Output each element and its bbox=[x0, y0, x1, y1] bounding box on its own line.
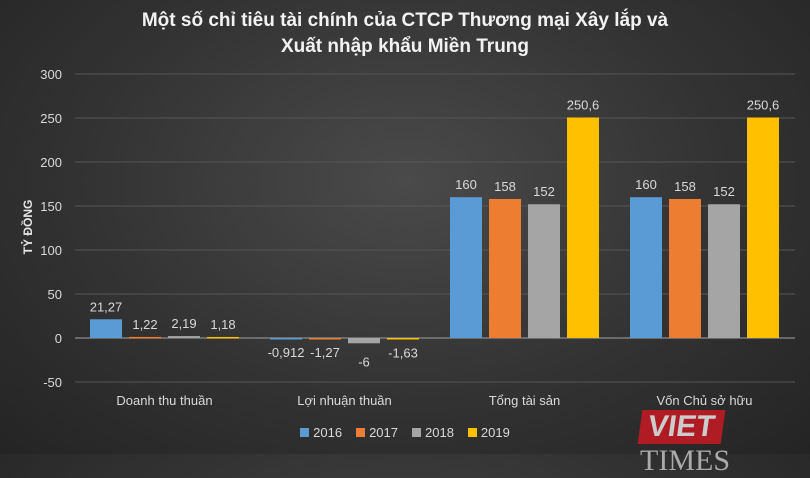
bar-2016 bbox=[630, 197, 662, 338]
bar-2016 bbox=[90, 319, 122, 338]
title-line-2: Xuất nhập khẩu Miền Trung bbox=[280, 36, 530, 57]
data-label: 152 bbox=[533, 184, 555, 199]
legend-label: 2017 bbox=[369, 425, 398, 440]
y-tick-label: 300 bbox=[40, 67, 62, 82]
bar-2016 bbox=[270, 338, 302, 340]
data-label: 21,27 bbox=[90, 299, 123, 314]
legend-label: 2018 bbox=[425, 425, 454, 440]
y-tick-label: 200 bbox=[40, 155, 62, 170]
data-label: -0,912 bbox=[268, 345, 305, 360]
bar-2019 bbox=[207, 336, 239, 339]
bar-2018 bbox=[528, 204, 560, 338]
bar-2019 bbox=[747, 117, 779, 338]
data-label: -1,27 bbox=[310, 345, 340, 360]
title-line-1: Một số chỉ tiêu tài chính của CTCP Thươn… bbox=[141, 10, 669, 31]
bar-2018 bbox=[708, 204, 740, 338]
data-label: 250,6 bbox=[747, 97, 780, 112]
data-label: 1,18 bbox=[210, 317, 235, 332]
legend-swatch bbox=[412, 428, 421, 437]
legend-swatch bbox=[356, 428, 366, 437]
watermark-right: TIMES bbox=[640, 444, 730, 477]
y-tick-label: 0 bbox=[55, 331, 62, 346]
bar-chart: -50 0 50 100 150 200 250 300 Doanh thu thuần 21,2… bbox=[40, 67, 795, 408]
legend-label: 2019 bbox=[480, 425, 510, 440]
data-label: 2,19 bbox=[171, 316, 196, 331]
data-label: 152 bbox=[713, 184, 735, 199]
legend-item-2016: 2016 bbox=[300, 425, 342, 440]
x-tick-label: Doanh thu thuần bbox=[116, 393, 212, 408]
bar-2019 bbox=[567, 117, 599, 338]
bar-2019 bbox=[387, 338, 419, 340]
data-label: 250,6 bbox=[567, 97, 600, 112]
bar-2017 bbox=[309, 338, 341, 340]
y-tick-label: -50 bbox=[43, 375, 62, 390]
legend-item-2017: 2017 bbox=[356, 425, 398, 440]
y-tick-label: 100 bbox=[40, 243, 62, 258]
legend-swatch bbox=[300, 428, 310, 437]
y-tick-label: 50 bbox=[48, 287, 62, 302]
data-label: 158 bbox=[494, 179, 516, 194]
x-tick-label: Vốn Chủ sở hữu bbox=[656, 393, 752, 408]
bar-2018 bbox=[168, 336, 200, 338]
data-label: 160 bbox=[455, 177, 477, 192]
legend-swatch bbox=[467, 428, 477, 437]
data-label: 160 bbox=[635, 177, 657, 192]
bar-2016 bbox=[450, 197, 482, 338]
legend-item-2018: 2018 bbox=[412, 425, 454, 440]
y-tick-label: 150 bbox=[40, 199, 62, 214]
x-tick-label: Tổng tài sản bbox=[489, 393, 561, 408]
data-label: -6 bbox=[358, 354, 370, 369]
legend-label: 2016 bbox=[313, 425, 343, 440]
data-label: 158 bbox=[674, 179, 696, 194]
bar-2017 bbox=[489, 198, 521, 338]
viettimes-watermark: VIETTIMES bbox=[637, 410, 810, 478]
y-tick-label: 250 bbox=[40, 111, 62, 126]
bar-2017 bbox=[129, 336, 161, 339]
legend-item-2019: 2019 bbox=[467, 425, 510, 440]
data-label: -1,63 bbox=[388, 345, 418, 360]
bar-2017 bbox=[669, 198, 701, 338]
watermark-left: VIET bbox=[637, 410, 726, 444]
x-tick-label: Lợi nhuận thuần bbox=[297, 393, 392, 408]
legend: 2016 2017 2018 2019 bbox=[0, 425, 810, 440]
bar-2018 bbox=[348, 338, 380, 344]
chart-title: Một số chỉ tiêu tài chính của CTCP Thươn… bbox=[0, 8, 810, 60]
data-label: 1,22 bbox=[132, 317, 157, 332]
